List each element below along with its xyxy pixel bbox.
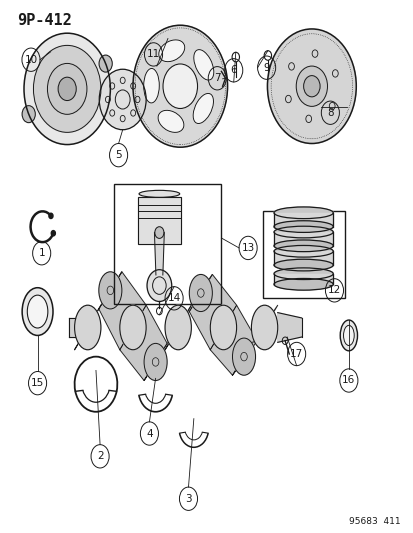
Ellipse shape: [165, 305, 191, 350]
Polygon shape: [144, 305, 191, 381]
Ellipse shape: [143, 68, 159, 103]
Ellipse shape: [99, 272, 121, 309]
Bar: [262, 211, 344, 298]
Text: 8: 8: [326, 108, 333, 118]
Ellipse shape: [27, 295, 48, 328]
Ellipse shape: [273, 246, 332, 257]
Circle shape: [154, 227, 164, 238]
Ellipse shape: [273, 240, 332, 252]
Text: 14: 14: [167, 293, 180, 303]
Circle shape: [22, 106, 35, 123]
Text: 17: 17: [290, 349, 303, 359]
Ellipse shape: [74, 305, 101, 350]
Circle shape: [49, 213, 53, 219]
Text: 6: 6: [230, 66, 237, 75]
Text: 9P-412: 9P-412: [17, 13, 71, 28]
Ellipse shape: [251, 305, 277, 350]
Ellipse shape: [343, 325, 354, 345]
Circle shape: [267, 29, 356, 143]
Polygon shape: [189, 274, 236, 350]
Ellipse shape: [273, 278, 332, 290]
Circle shape: [147, 270, 171, 302]
Circle shape: [51, 231, 55, 236]
Ellipse shape: [339, 320, 357, 351]
Ellipse shape: [158, 110, 183, 132]
Text: 15: 15: [31, 378, 44, 388]
Polygon shape: [74, 272, 121, 350]
Ellipse shape: [210, 305, 236, 350]
Polygon shape: [119, 305, 167, 381]
Text: 16: 16: [342, 375, 355, 385]
Ellipse shape: [193, 50, 213, 80]
Ellipse shape: [189, 274, 212, 312]
Text: 10: 10: [24, 55, 38, 64]
Text: 12: 12: [327, 285, 340, 295]
Ellipse shape: [273, 268, 332, 279]
Text: 7: 7: [214, 73, 220, 83]
Polygon shape: [154, 232, 164, 275]
Circle shape: [133, 25, 227, 147]
Polygon shape: [165, 274, 212, 350]
Ellipse shape: [139, 190, 179, 197]
Ellipse shape: [273, 259, 332, 271]
Ellipse shape: [273, 221, 332, 232]
Circle shape: [296, 66, 327, 107]
Text: 13: 13: [241, 243, 254, 253]
Circle shape: [99, 55, 112, 72]
Circle shape: [303, 76, 319, 97]
Bar: [114, 184, 221, 304]
Bar: [273, 213, 332, 227]
Bar: [69, 318, 74, 337]
Text: 11: 11: [147, 50, 160, 59]
Text: 9: 9: [263, 63, 269, 72]
Text: 95683  411: 95683 411: [348, 518, 399, 526]
Polygon shape: [232, 305, 277, 375]
Ellipse shape: [119, 305, 146, 350]
Ellipse shape: [193, 93, 213, 124]
Polygon shape: [277, 313, 301, 342]
Bar: [138, 197, 180, 244]
Circle shape: [163, 64, 197, 109]
Text: 5: 5: [115, 150, 121, 160]
Text: 3: 3: [185, 494, 191, 504]
Bar: [273, 274, 332, 284]
Circle shape: [33, 45, 101, 132]
Ellipse shape: [159, 40, 184, 62]
Text: 1: 1: [38, 248, 45, 259]
Circle shape: [58, 77, 76, 101]
Ellipse shape: [273, 207, 332, 219]
Circle shape: [47, 63, 87, 114]
Text: 2: 2: [97, 451, 103, 462]
Ellipse shape: [22, 288, 53, 335]
Text: 4: 4: [146, 429, 152, 439]
Bar: [138, 197, 180, 244]
Bar: [273, 251, 332, 265]
Ellipse shape: [273, 226, 332, 238]
Circle shape: [24, 33, 110, 144]
Ellipse shape: [232, 338, 255, 375]
Polygon shape: [99, 272, 146, 350]
Bar: [273, 232, 332, 246]
Circle shape: [99, 69, 146, 130]
Polygon shape: [210, 305, 255, 375]
Ellipse shape: [144, 343, 167, 381]
